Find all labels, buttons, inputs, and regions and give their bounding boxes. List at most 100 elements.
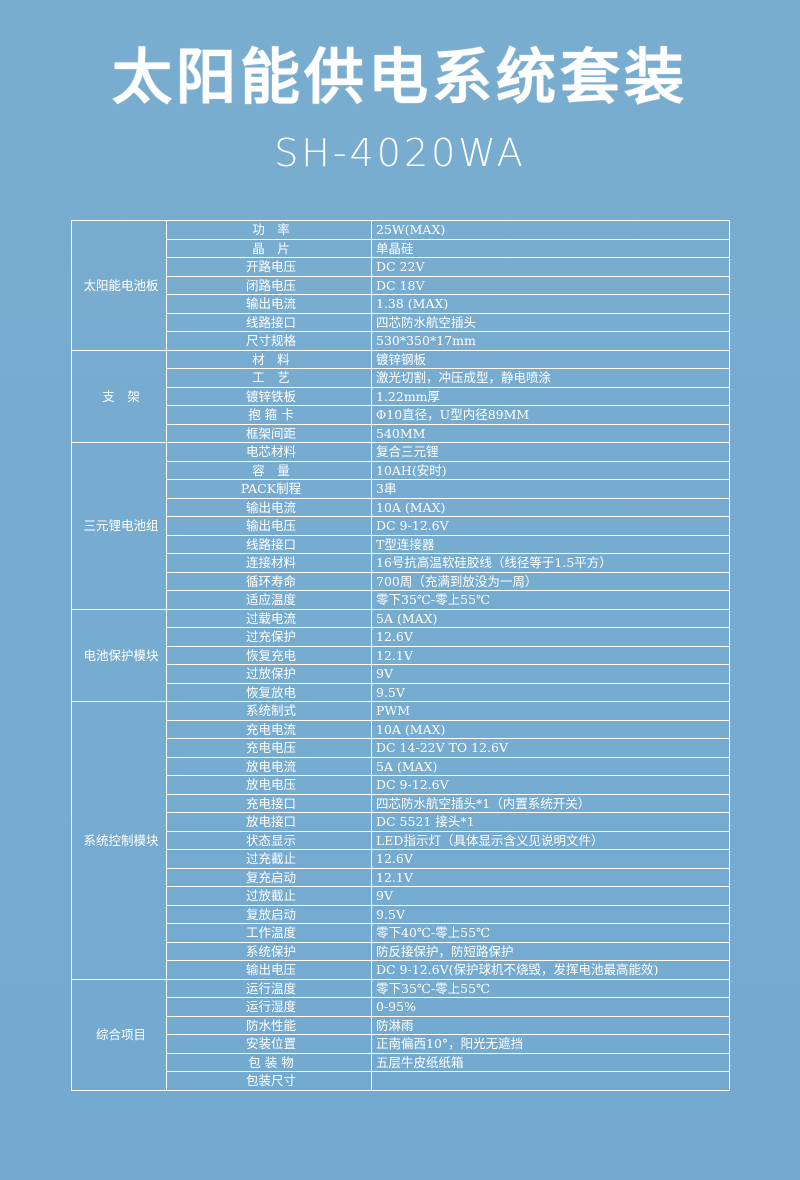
- spec-name: 输出电压: [166, 960, 372, 980]
- table-row: 尺寸规格 530*350*17mm: [72, 331, 730, 351]
- spec-name: 闭路电压: [166, 275, 372, 295]
- spec-name: 充电电流: [166, 719, 372, 739]
- spec-value: DC 22V: [371, 257, 730, 277]
- spec-value: 零下35℃-零上55℃: [371, 978, 730, 998]
- table-row: 工 艺激光切割，冲压成型，静电喷涂: [72, 368, 730, 388]
- table-row: 输出电压 DC 9-12.6V(保护球机不烧毁，发挥电池最高能效): [72, 960, 730, 980]
- spec-value: 12.1V: [371, 867, 730, 887]
- spec-name: PACK制程: [166, 479, 372, 499]
- spec-value: [371, 1071, 730, 1091]
- spec-name: 运行湿度: [166, 997, 372, 1017]
- spec-value: 10A (MAX): [371, 497, 730, 517]
- spec-value: 25W(MAX): [371, 220, 730, 240]
- spec-name: 线路接口: [166, 534, 372, 554]
- spec-value: 单晶硅: [371, 238, 730, 258]
- spec-value: 防反接保护，防短路保护: [371, 941, 730, 961]
- table-row: 容 量 10AH(安时): [72, 460, 730, 480]
- spec-value: 1.22mm厚: [371, 386, 730, 406]
- page-title: 太阳能供电系统套装: [112, 43, 688, 113]
- table-row: 充电电压 DC 14-22V TO 12.6V: [72, 738, 730, 758]
- spec-value: DC 9-12.6V: [371, 516, 730, 536]
- spec-value: 五层牛皮纸纸箱: [371, 1052, 730, 1072]
- spec-value: DC 14-22V TO 12.6V: [371, 738, 730, 758]
- table-row: 过放截止 9V: [72, 886, 730, 906]
- table-row: 过充保护 12.6V: [72, 627, 730, 647]
- table-row: 输出电流 10A (MAX): [72, 497, 730, 517]
- spec-name: 输出电压: [166, 516, 372, 536]
- table-row: 安装位置 正南偏西10°，阳光无遮挡: [72, 1034, 730, 1054]
- spec-value: 530*350*17mm: [371, 331, 730, 351]
- spec-name: 材 料: [166, 349, 372, 369]
- spec-value: DC 5521 接头*1: [371, 812, 730, 832]
- spec-value: 9V: [371, 886, 730, 906]
- table-row: 恢复充电 12.1V: [72, 645, 730, 665]
- spec-value: 四芯防水航空插头*1（内置系统开关）: [371, 793, 730, 813]
- table-row: 框架间距 540MM: [72, 423, 730, 443]
- spec-name: 包 装 物: [166, 1052, 372, 1072]
- spec-value: 镀锌钢板: [371, 349, 730, 369]
- spec-value: 5A (MAX): [371, 756, 730, 776]
- spec-name: 恢复放电: [166, 682, 372, 702]
- table-row: 包装尺寸: [72, 1071, 730, 1091]
- table-row: 线路接口 T型连接器: [72, 534, 730, 554]
- table-row: 过放保护 9V: [72, 664, 730, 684]
- spec-name: 容 量: [166, 460, 372, 480]
- spec-name: 过放保护: [166, 664, 372, 684]
- spec-value: 9.5V: [371, 904, 730, 924]
- spec-name: 防水性能: [166, 1015, 372, 1035]
- spec-table-body: 太阳能电池板功 率 25W(MAX) 晶 片单晶硅 开路电压 DC 22V 闭路电压 DC …: [71, 220, 730, 1091]
- spec-value: 零下40℃-零上55℃: [371, 923, 730, 943]
- spec-value: 1.38 (MAX): [371, 294, 730, 314]
- table-row: 放电接口 DC 5521 接头*1: [72, 812, 730, 832]
- spec-name: 过载电流: [166, 608, 372, 628]
- spec-table: 太阳能电池板功 率 25W(MAX) 晶 片单晶硅 开路电压 DC 22V 闭路电压 DC …: [71, 220, 730, 1091]
- spec-name: 晶 片: [166, 238, 372, 258]
- spec-name: 复充启动: [166, 867, 372, 887]
- group-label: 支 架: [71, 349, 167, 443]
- spec-value: 3串: [371, 479, 730, 499]
- table-row: 工作温度 零下40℃-零上55℃: [72, 923, 730, 943]
- table-row: 三元锂电池组 电芯材料 复合三元锂: [71, 442, 730, 610]
- spec-name: 过充保护: [166, 627, 372, 647]
- group-label: 三元锂电池组: [71, 442, 167, 610]
- spec-value: 零下35℃-零上55℃: [371, 590, 730, 610]
- spec-value: 正南偏西10°，阳光无遮挡: [371, 1034, 730, 1054]
- spec-name: 过放截止: [166, 886, 372, 906]
- spec-value: Φ10直径，U型内径89MM: [371, 405, 730, 425]
- table-row: 输出电流 1.38 (MAX): [72, 294, 730, 314]
- table-row: 防水性能 防淋雨: [72, 1015, 730, 1035]
- spec-value: 5A (MAX): [371, 608, 730, 628]
- table-row: 适应温度 零下35℃-零上55℃: [72, 590, 730, 610]
- spec-value: 9.5V: [371, 682, 730, 702]
- spec-value: 12.6V: [371, 849, 730, 869]
- table-row: 放电电压 DC 9-12.6V: [72, 775, 730, 795]
- spec-name: 输出电流: [166, 497, 372, 517]
- table-row: 支 架材 料镀锌钢板: [71, 349, 730, 443]
- table-row: 系统保护 防反接保护，防短路保护: [72, 941, 730, 961]
- spec-value: 四芯防水航空插头: [371, 312, 730, 332]
- table-row: 镀锌铁板 1.22mm厚: [72, 386, 730, 406]
- table-row: 恢复放电 9.5V: [72, 682, 730, 702]
- table-row: 过充截止 12.6V: [72, 849, 730, 869]
- spec-value: 16号抗高温软硅胶线（线径等于1.5平方）: [371, 553, 730, 573]
- spec-name: 包装尺寸: [166, 1071, 372, 1091]
- spec-name: 状态显示: [166, 830, 372, 850]
- table-row: 复充启动 12.1V: [72, 867, 730, 887]
- table-row: 线路接口 四芯防水航空插头: [72, 312, 730, 332]
- spec-value: 9V: [371, 664, 730, 684]
- spec-name: 输出电流: [166, 294, 372, 314]
- spec-name: 连接材料: [166, 553, 372, 573]
- spec-value: 10AH(安时): [371, 460, 730, 480]
- table-row: PACK制程 3串: [72, 479, 730, 499]
- table-row: 复放启动 9.5V: [72, 904, 730, 924]
- spec-value: 激光切割，冲压成型，静电喷涂: [371, 368, 730, 388]
- spec-value: DC 9-12.6V: [371, 775, 730, 795]
- table-row: 输出电压 DC 9-12.6V: [72, 516, 730, 536]
- table-row: 状态显示 LED指示灯（具体显示含义见说明文件）: [72, 830, 730, 850]
- group-label: 电池保护模块: [71, 608, 167, 702]
- table-row: 晶 片单晶硅: [72, 238, 730, 258]
- spec-name: 放电电压: [166, 775, 372, 795]
- spec-name: 放电接口: [166, 812, 372, 832]
- spec-name: 工作温度: [166, 923, 372, 943]
- table-row: 放电电流 5A (MAX): [72, 756, 730, 776]
